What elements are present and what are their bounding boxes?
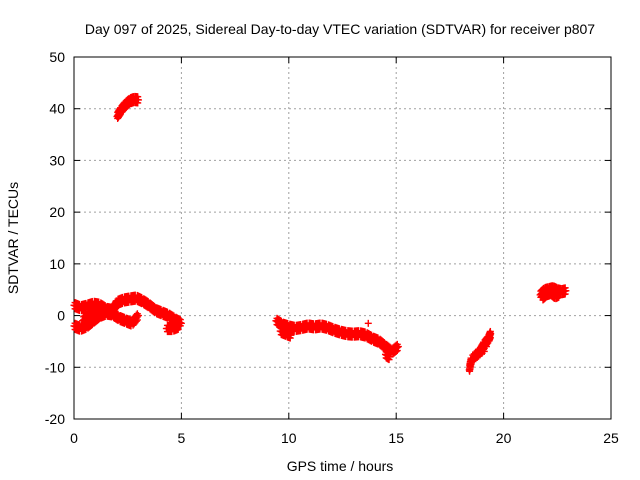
x-tick-label: 15 <box>388 430 404 446</box>
y-tick-label: 10 <box>49 256 65 272</box>
data-point <box>174 325 182 333</box>
gridlines <box>74 57 611 419</box>
data-point <box>134 312 142 320</box>
data-point <box>132 317 140 325</box>
data-point <box>134 96 142 104</box>
x-tick-label: 25 <box>603 430 619 446</box>
data-point <box>555 290 563 298</box>
data-point <box>176 316 184 324</box>
data-point <box>175 322 183 330</box>
y-tick-label: -20 <box>45 411 65 427</box>
x-tick-label: 10 <box>281 430 297 446</box>
y-axis-label: SDTVAR / TECUs <box>5 182 21 294</box>
plot-frame <box>73 56 612 420</box>
x-axis-ticks: 0 5 10 15 20 25 <box>70 57 619 446</box>
data-point <box>386 353 394 361</box>
data-point <box>286 328 294 336</box>
data-point <box>555 293 563 301</box>
y-axis-ticks: -20 -10 0 10 20 30 40 50 <box>45 49 611 427</box>
x-tick-label: 5 <box>178 430 186 446</box>
y-tick-label: -10 <box>45 359 65 375</box>
data-point <box>97 305 105 313</box>
data-point <box>98 309 106 317</box>
chart-title: Day 097 of 2025, Sidereal Day-to-day VTE… <box>85 21 595 37</box>
data-point <box>562 287 570 295</box>
y-tick-label: 50 <box>49 49 65 65</box>
series-points <box>70 92 570 375</box>
data-point <box>480 347 488 355</box>
data-point <box>394 343 402 351</box>
data-point <box>487 330 495 338</box>
x-axis-label: GPS time / hours <box>287 458 394 474</box>
data-point <box>393 347 401 355</box>
x-tick-label: 20 <box>496 430 512 446</box>
data-point <box>133 316 141 324</box>
data-point <box>385 349 393 357</box>
y-tick-label: 40 <box>49 101 65 117</box>
data-point <box>482 343 490 351</box>
data-point <box>392 347 400 355</box>
y-tick-label: 20 <box>49 204 65 220</box>
y-tick-label: 0 <box>57 308 65 324</box>
data-point <box>364 319 372 327</box>
data-point <box>134 93 142 101</box>
data-point <box>287 331 295 339</box>
x-tick-label: 0 <box>70 430 78 446</box>
y-tick-label: 30 <box>49 152 65 168</box>
data-series <box>70 92 570 375</box>
